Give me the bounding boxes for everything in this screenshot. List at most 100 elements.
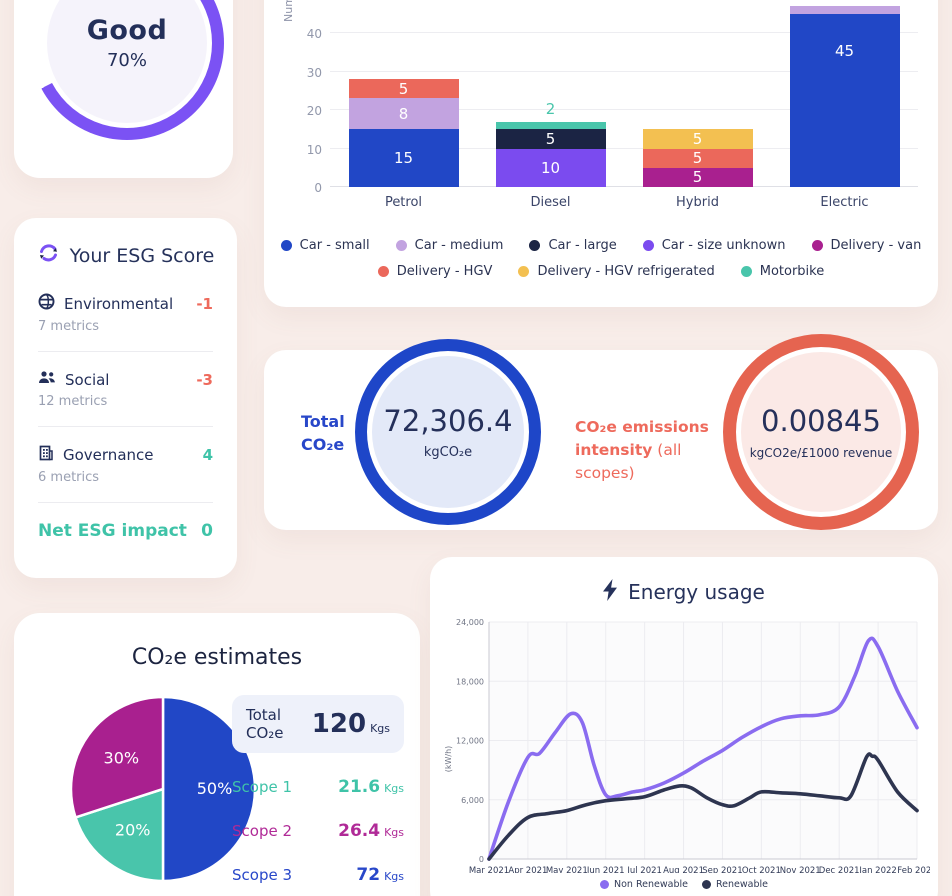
esg-recycle-icon: [37, 242, 60, 269]
energy-usage-card: Energy usage 0 6,000 12,000 18,000 24,000 Mar…: [430, 557, 938, 896]
pie-slice-label: 30%: [104, 749, 140, 768]
total-kgs-unit: Kgs: [370, 721, 390, 735]
esg-row-metrics: 12 metrics: [38, 394, 108, 409]
pie-slice-30%: [69, 695, 165, 819]
legend-dot-icon: [280, 240, 292, 251]
bar-segment-Motorbike: [495, 121, 606, 130]
scopes-pie-chart: 50% 20% 30%: [69, 695, 257, 883]
estimates-panel: Total CO₂e 120 Kgs Scope 1 21.6 Kgs Scope 2…: [232, 695, 404, 896]
legend-dot-icon: [395, 240, 407, 251]
esg-row-social[interactable]: Social -3 12 metrics: [38, 370, 213, 410]
y-tick-label: 18,000: [456, 677, 484, 686]
scope-row-scope-1: Scope 1 21.6 Kgs: [232, 777, 404, 797]
total-kgs-value: 120: [311, 709, 367, 739]
scope-unit: Kgs: [384, 826, 404, 839]
legend-item-Delivery - HGV[interactable]: Delivery - HGV: [377, 264, 492, 279]
y-tick-label: 6,000: [461, 796, 484, 805]
legend-label: Car - size unknown: [661, 238, 786, 253]
x-tick-label: Jan 2022: [858, 866, 896, 873]
x-tick-label: Feb 2022: [897, 866, 930, 873]
x-tick-label: May 2021: [546, 866, 588, 873]
gauge-percent-text: 70%: [106, 50, 147, 71]
emissions-intensity-circle: 0.00845 kgCO2e/£1000 revenue: [723, 334, 919, 530]
estimates-title: CO₂e estimates: [131, 645, 303, 670]
total-co2-card: Total CO₂e 72,306.4 kgCO₂e CO₂e emission…: [264, 334, 938, 530]
legend-label: Delivery - HGV refrigerated: [537, 264, 715, 279]
scope-row-scope-3: Scope 3 72 Kgs: [232, 865, 404, 885]
energy-legend-item-non-renewable[interactable]: Non Renewable: [600, 879, 688, 890]
segment-value-label: 5: [692, 168, 703, 187]
bar-segment-Car - small: 45: [789, 13, 900, 187]
bar-segment-Delivery - HGV refrigerated: 5: [642, 129, 753, 149]
scope-value: 26.4: [338, 821, 381, 841]
gauge-rating-text: Good: [86, 15, 168, 46]
x-tick-label: Aug 2021: [663, 866, 704, 873]
gridline: [330, 32, 918, 33]
bar-petrol: 15 8 5: [348, 79, 459, 187]
scope-label: Scope 3: [232, 866, 293, 884]
divider: [38, 426, 213, 427]
segment-value-label: 45: [834, 41, 855, 60]
legend-dot-icon: [701, 880, 711, 889]
legend-dot-icon: [811, 240, 823, 251]
legend-item-Motorbike[interactable]: Motorbike: [740, 264, 825, 279]
legend-label: Car - medium: [414, 238, 504, 253]
scope-value: 72: [356, 865, 381, 885]
esg-card-header: Your ESG Score: [37, 242, 214, 269]
energy-legend-item-renewable[interactable]: Renewable: [701, 879, 768, 890]
legend-label: Motorbike: [759, 264, 825, 279]
bar-segment-Delivery - HGV: 5: [348, 79, 459, 99]
x-tick-label: Sep 2021: [702, 866, 742, 873]
esg-row-label: Environmental: [64, 294, 174, 313]
legend-dot-icon: [600, 880, 610, 889]
esg-row-governance[interactable]: Governance 4 6 metrics: [38, 445, 213, 485]
segment-value-label-above: 2: [545, 99, 556, 118]
esg-row-environmental[interactable]: Environmental -1 7 metrics: [38, 293, 213, 334]
energy-line-chart: 0 6,000 12,000 18,000 24,000 Mar 2021 Apr 2021…: [444, 618, 930, 873]
esg-row-value: 4: [202, 446, 213, 464]
legend-item-Car - size unknown[interactable]: Car - size unknown: [642, 238, 786, 253]
legend-dot-icon: [518, 266, 530, 277]
legend-item-Delivery - HGV refrigerated[interactable]: Delivery - HGV refrigerated: [518, 264, 715, 279]
segment-value-label: 5: [545, 129, 556, 148]
gridline: [330, 147, 918, 149]
x-tick-label: Oct 2021: [742, 866, 781, 873]
co2e-estimates-card: CO₂e estimates 50% 20% 30% Total CO₂e 120 …: [14, 613, 420, 896]
gridline: [330, 109, 918, 110]
energy-y-axis-label: (kW/h): [444, 746, 453, 773]
legend-item-Car - small[interactable]: Car - small: [280, 238, 370, 253]
gridline: [330, 70, 918, 72]
legend-item-Car - large[interactable]: Car - large: [529, 238, 617, 253]
x-tick-label: Apr 2021: [508, 866, 547, 873]
legend-item-Delivery - van[interactable]: Delivery - van: [811, 238, 921, 253]
y-tick-label: 24,000: [456, 618, 484, 627]
esg-row-value: -1: [196, 294, 213, 313]
y-tick-label: 0: [479, 855, 484, 864]
pie-slice-label: 20%: [115, 821, 151, 840]
globe-icon: [38, 293, 55, 314]
segment-value-label: 15: [393, 149, 414, 168]
scope-unit: Kgs: [384, 870, 404, 883]
legend-dot-icon: [642, 240, 654, 251]
esg-rows: Environmental -1 7 metrics Social -3 12 metri…: [38, 293, 213, 503]
legend-label: Non Renewable: [614, 879, 688, 890]
x-tick-label: Jun 2021: [586, 866, 625, 873]
energy-legend: Non Renewable Renewable: [430, 879, 938, 890]
gauge-arc: Good 70%: [30, 0, 224, 140]
bar-segment-Car - small: 15: [348, 129, 459, 187]
legend-item-Car - medium[interactable]: Car - medium: [395, 238, 504, 253]
legend-dot-icon: [740, 266, 752, 277]
esg-net-impact-label: Net ESG impact: [38, 521, 187, 541]
bar-segment-Car - medium: [789, 6, 900, 14]
esg-score-card: Your ESG Score Environmental -1 7 metrics S…: [14, 218, 237, 578]
segment-value-label: 8: [398, 104, 409, 123]
vehicles-plot-area: 0 10 20 30 40 15 8 5 Petrol 10 5 2 Diesel 5 5 5 Hybrid 4…: [307, 0, 918, 210]
x-category-label: Hybrid: [676, 195, 719, 210]
esg-row-label: Social: [65, 370, 110, 389]
y-tick-label: 10: [306, 142, 322, 157]
gridline: [330, 186, 918, 187]
line-series-non-renewable: [487, 636, 919, 861]
segment-value-label: 5: [398, 79, 409, 98]
divider: [38, 351, 213, 352]
